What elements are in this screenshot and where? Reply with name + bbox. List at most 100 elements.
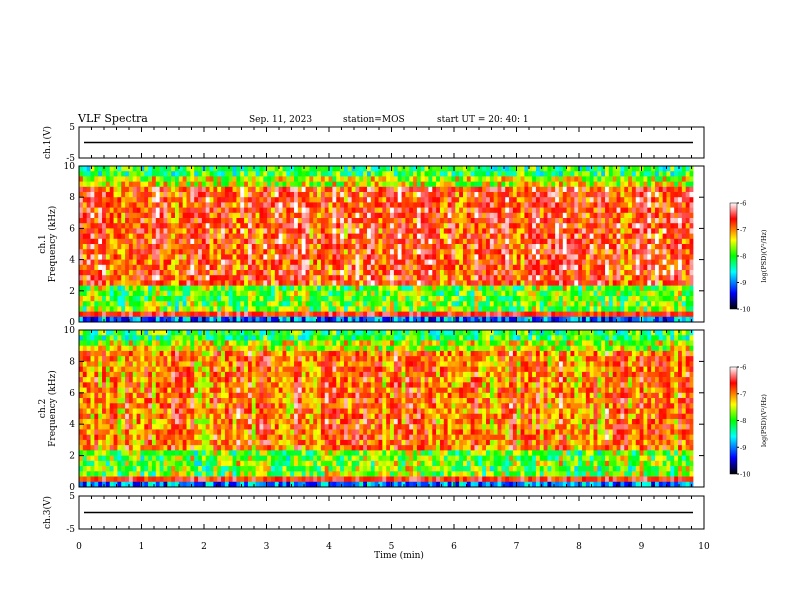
spectrogram-cell — [109, 301, 114, 307]
spectrogram-cell — [121, 249, 126, 255]
spectrogram-cell — [351, 285, 356, 292]
spectrogram-cell — [397, 218, 402, 224]
spectrogram-cell — [512, 197, 518, 203]
spectrogram-cell — [551, 275, 556, 281]
spectrogram-cell — [654, 311, 660, 318]
spectrogram-cell — [416, 249, 422, 255]
spectrogram-cell — [459, 212, 464, 219]
spectrogram-cell — [532, 176, 537, 182]
spectrogram-cell — [290, 238, 295, 245]
spectrogram-cell — [666, 244, 671, 250]
spectrogram-cell — [102, 192, 107, 198]
spectrogram-cell — [582, 186, 587, 193]
spectrogram-cell — [470, 192, 475, 198]
spectrogram-cell — [585, 311, 590, 318]
spectrogram-cell — [635, 171, 640, 177]
spectrogram-cell — [213, 181, 218, 188]
spectrogram-cell — [297, 316, 303, 323]
spectrogram-cell — [462, 301, 468, 307]
spectrogram-cell — [363, 186, 368, 193]
spectrogram-cell — [232, 233, 237, 240]
spectrogram-cell — [217, 249, 222, 255]
spectrogram-cell — [305, 264, 310, 271]
spectrogram-cell — [578, 238, 583, 245]
spectrogram-cell — [409, 264, 414, 271]
spectrogram-cell — [658, 280, 663, 286]
spectrogram-cell — [390, 296, 395, 302]
spectrogram-cell — [324, 202, 329, 208]
spectrogram-cell — [539, 186, 544, 193]
spectrogram-cell — [666, 212, 671, 219]
spectrogram-cell — [79, 218, 84, 224]
spectrogram-cell — [386, 275, 391, 281]
spectrogram-cell — [320, 166, 326, 172]
spectrogram-cell — [102, 249, 107, 255]
spectrogram-cell — [224, 218, 230, 224]
spectrogram-cell — [478, 171, 483, 177]
spectrogram-cell — [478, 238, 483, 245]
spectrogram-cell — [451, 202, 456, 208]
spectrogram-cell — [555, 290, 560, 297]
spectrogram-cell — [451, 228, 456, 234]
spectrogram-cell — [551, 290, 556, 297]
spectrogram-cell — [117, 244, 122, 250]
spectrogram-cell — [102, 290, 107, 297]
spectrogram-cell — [186, 244, 191, 250]
spectrogram-cell — [209, 275, 214, 281]
spectrogram-cell — [305, 249, 310, 255]
spectrogram-cell — [631, 264, 637, 271]
spectrogram-cell — [382, 301, 387, 307]
spectrogram-cell — [125, 202, 130, 208]
spectrogram-cell — [436, 316, 441, 323]
spectrogram-cell — [359, 275, 364, 281]
spectrogram-cell — [539, 228, 544, 234]
spectrogram-cell — [628, 212, 633, 219]
spectrogram-cell — [98, 166, 103, 172]
spectrogram-cell — [347, 197, 352, 203]
spectrogram-cell — [439, 192, 445, 198]
spectrogram-cell — [654, 192, 660, 198]
spectrogram-cell — [455, 270, 460, 276]
spectrogram-cell — [90, 285, 95, 292]
spectrogram-cell — [182, 301, 187, 307]
spectrogram-cell — [324, 228, 329, 234]
spectrogram-cell — [501, 186, 506, 193]
spectrogram-cell — [670, 249, 675, 255]
spectrogram-cell — [462, 259, 468, 266]
spectrogram-cell — [347, 238, 352, 245]
spectrogram-cell — [451, 186, 456, 193]
spectrogram-cell — [616, 254, 621, 260]
spectrogram-cell — [489, 202, 494, 208]
spectrogram-cell — [178, 270, 183, 276]
spectrogram-cell — [482, 280, 487, 286]
spectrogram-cell — [382, 259, 387, 266]
spectrogram-cell — [420, 238, 425, 245]
spectrogram-cell — [555, 212, 560, 219]
spectrogram-cell — [413, 181, 418, 188]
spectrogram-cell — [674, 197, 679, 203]
spectrogram-cell — [601, 186, 606, 193]
spectrogram-cell — [259, 223, 264, 229]
spectrogram-cell — [102, 202, 107, 208]
spectrogram-cell — [547, 228, 552, 234]
spectrogram-cell — [94, 171, 99, 177]
spectrogram-cell — [117, 176, 122, 182]
spectrogram-cell — [420, 202, 425, 208]
spectrogram-cell — [451, 244, 456, 250]
spectrogram-cell — [240, 186, 245, 193]
spectrogram-cell — [643, 301, 648, 307]
spectrogram-cell — [259, 186, 264, 193]
spectrogram-cell — [497, 290, 502, 297]
spectrogram-cell — [601, 275, 606, 281]
spectrogram-cell — [247, 176, 253, 182]
spectrogram-cell — [132, 301, 137, 307]
spectrogram-cell — [244, 264, 249, 271]
spectrogram-cell — [317, 264, 322, 271]
spectrogram-cell — [497, 181, 502, 188]
spectrogram-cell — [294, 280, 299, 286]
spectrogram-cell — [535, 223, 541, 229]
spectrogram-cell — [390, 166, 395, 172]
spectrogram-cell — [608, 275, 614, 281]
spectrogram-cell — [270, 197, 276, 203]
spectrogram-cell — [351, 306, 356, 312]
